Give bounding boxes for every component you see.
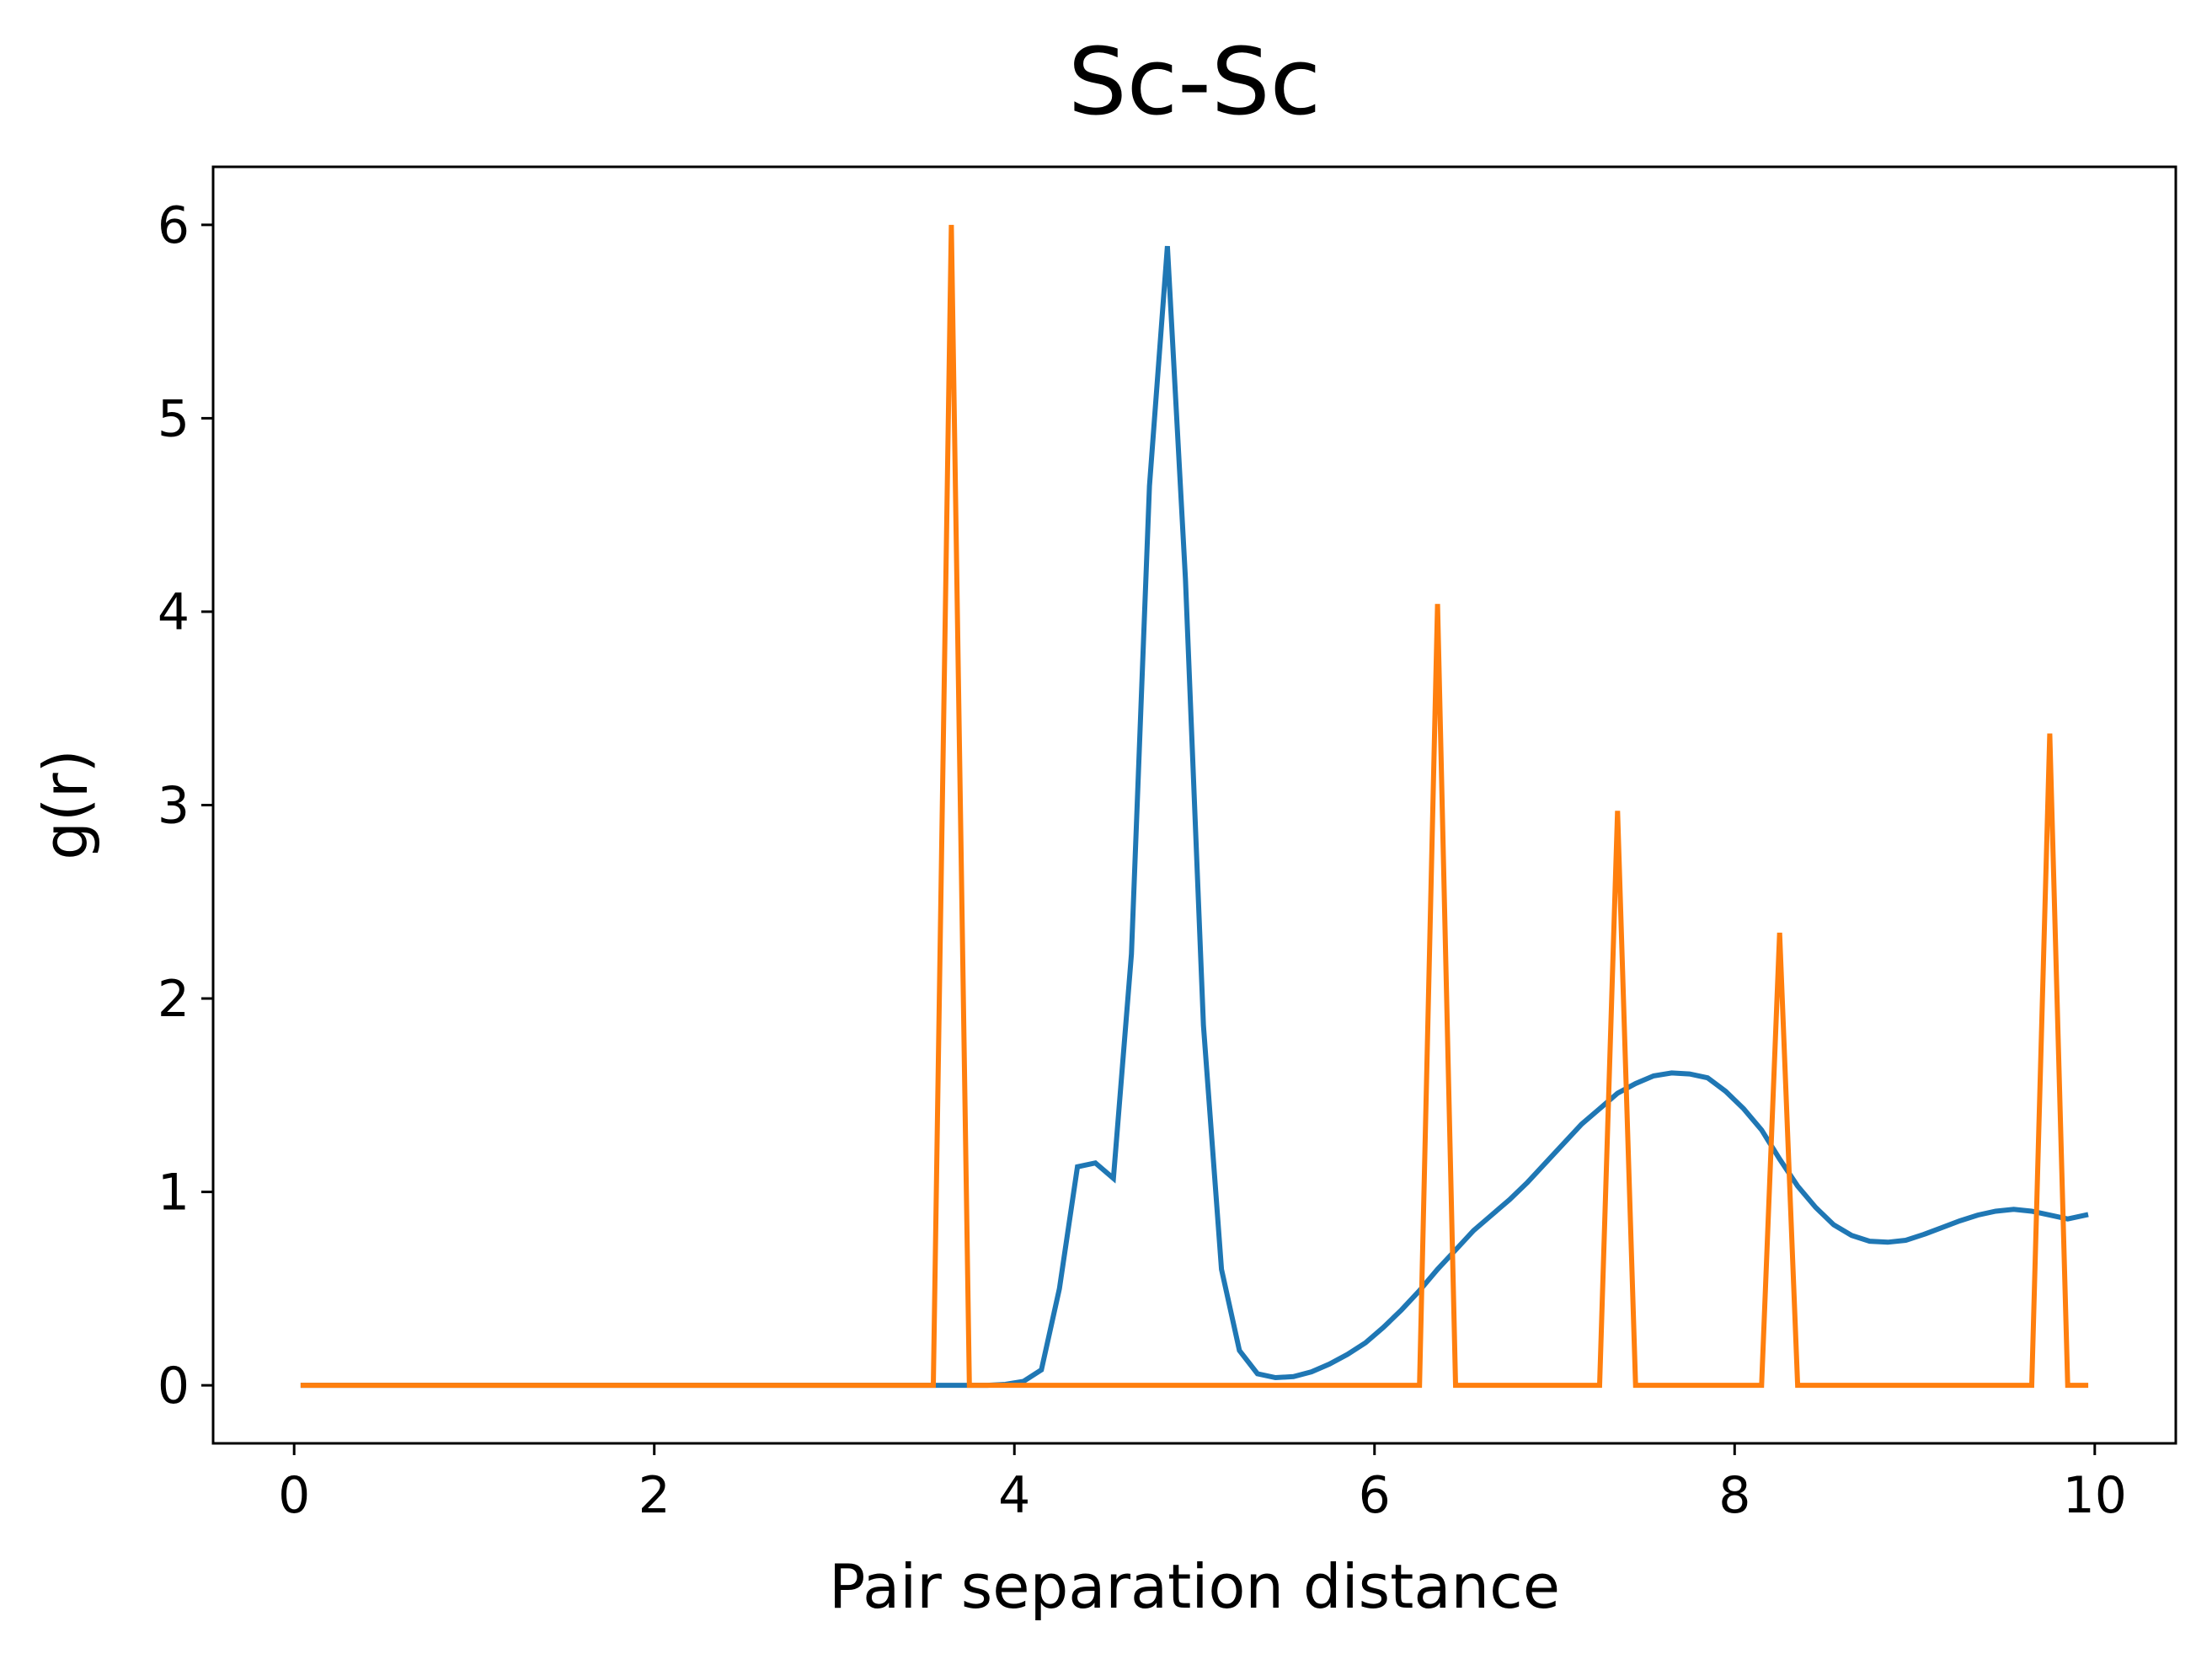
x-tick-label: 2	[638, 1466, 671, 1525]
x-tick-label: 8	[1718, 1466, 1750, 1525]
y-tick-label: 5	[158, 389, 190, 448]
x-tick-label: 0	[278, 1466, 310, 1525]
chart-title: Sc-Sc	[1068, 28, 1321, 136]
y-tick-label: 2	[158, 970, 190, 1029]
x-tick-label: 10	[2063, 1466, 2127, 1525]
y-tick-label: 6	[158, 196, 190, 255]
x-tick-label: 4	[998, 1466, 1030, 1525]
y-tick-label: 0	[158, 1357, 190, 1416]
y-tick-label: 1	[158, 1164, 190, 1223]
plot-area-frame	[211, 165, 2177, 1445]
y-axis-label: g(r)	[30, 749, 101, 859]
series-line-2	[300, 224, 2089, 1389]
tick-layer: 0 2 4 6 8 10 0 1 2 3 4 5 6	[158, 196, 2127, 1525]
x-axis-label: Pair separation distance	[829, 1551, 1560, 1622]
series-layer	[300, 224, 2089, 1389]
y-tick-label: 4	[158, 583, 190, 642]
x-tick-label: 6	[1359, 1466, 1391, 1525]
y-tick-label: 3	[158, 777, 190, 836]
